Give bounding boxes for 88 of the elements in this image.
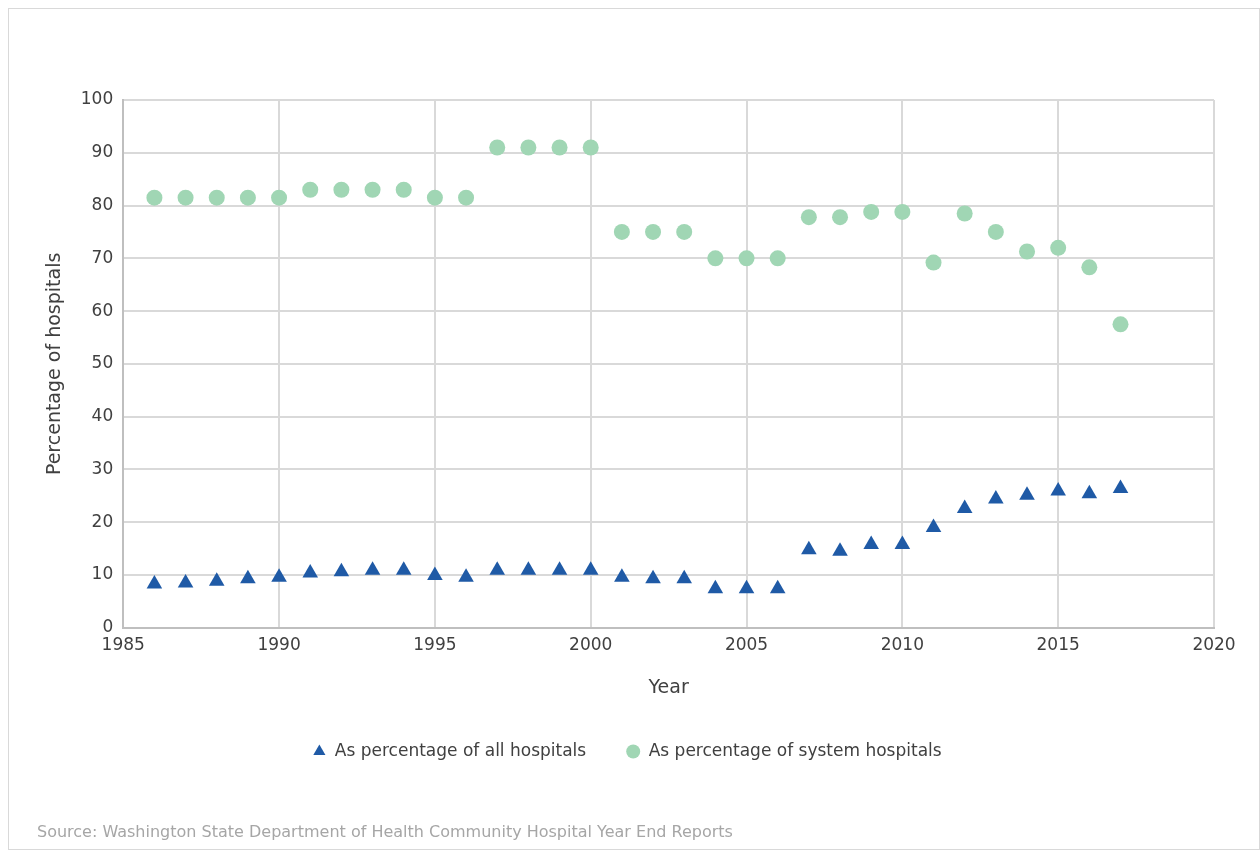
point <box>769 250 786 267</box>
y-tick-label: 50 <box>91 352 114 373</box>
x-tick-label: 1995 <box>413 634 457 655</box>
point <box>426 189 443 206</box>
x-tick-label: 1990 <box>257 634 301 655</box>
point <box>271 189 288 206</box>
point <box>1112 479 1129 493</box>
point <box>925 254 942 271</box>
point <box>863 535 879 549</box>
point <box>302 563 319 578</box>
point <box>769 579 786 594</box>
point <box>551 139 568 156</box>
point <box>489 561 506 575</box>
point <box>800 209 817 226</box>
y-tick-label: 100 <box>80 88 114 109</box>
point <box>832 209 849 226</box>
point <box>333 562 350 577</box>
point <box>956 205 973 222</box>
source-note: Source: Washington State Department of Health Community Hospital Year End Reports <box>37 822 733 841</box>
x-tick-label: 2020 <box>1192 634 1236 655</box>
point <box>333 181 350 198</box>
point <box>676 223 693 240</box>
y-tick-label: 40 <box>91 405 114 426</box>
point <box>894 203 911 220</box>
point <box>395 181 412 198</box>
point <box>520 139 537 156</box>
point <box>1050 482 1066 496</box>
point <box>987 223 1004 240</box>
point <box>614 568 630 582</box>
point <box>707 579 724 594</box>
y-tick-label: 10 <box>91 563 114 584</box>
point <box>707 250 724 267</box>
point <box>458 189 475 206</box>
point <box>239 189 256 206</box>
point <box>364 561 381 575</box>
point <box>738 250 755 267</box>
point <box>1112 316 1129 333</box>
x-tick-label: 1985 <box>101 634 145 655</box>
y-tick-label: 70 <box>91 246 114 267</box>
point <box>925 518 942 533</box>
y-tick-label: 60 <box>91 299 114 320</box>
point <box>582 139 599 156</box>
y-tick-label: 30 <box>91 457 114 478</box>
point <box>208 572 225 586</box>
point <box>146 574 163 589</box>
x-tick-label: 2000 <box>569 634 613 655</box>
point <box>520 561 537 575</box>
point <box>1081 484 1098 499</box>
point <box>832 542 848 556</box>
point <box>894 535 911 549</box>
point <box>364 181 381 198</box>
point <box>551 561 568 575</box>
point <box>582 561 599 575</box>
point <box>177 573 194 588</box>
point <box>1081 259 1098 276</box>
point <box>489 139 506 156</box>
y-axis-title: Percentage of hospitals <box>42 252 65 476</box>
point <box>458 568 474 582</box>
point <box>676 569 692 584</box>
point <box>863 203 880 220</box>
point <box>613 223 630 240</box>
legend-label: As percentage of all hospitals <box>334 739 587 760</box>
point <box>988 490 1004 504</box>
x-tick-label: 2015 <box>1036 634 1080 655</box>
x-tick-label: 2005 <box>724 634 769 655</box>
point <box>395 561 412 575</box>
y-tick-label: 80 <box>91 193 114 214</box>
point <box>302 181 319 198</box>
legend-label: As percentage of system hospitals <box>648 739 942 760</box>
point <box>240 569 256 584</box>
point <box>271 568 287 582</box>
point <box>645 569 661 584</box>
y-tick-label: 90 <box>91 141 114 162</box>
point <box>1019 243 1036 260</box>
point <box>1050 239 1067 256</box>
y-tick-label: 20 <box>91 510 114 531</box>
point <box>738 579 755 594</box>
point <box>801 540 817 555</box>
point <box>427 566 443 581</box>
x-tick-label: 2010 <box>880 634 924 655</box>
point <box>956 499 973 514</box>
point <box>1019 486 1035 500</box>
point <box>208 189 225 206</box>
x-axis-title: Year <box>647 674 689 697</box>
point <box>177 189 194 206</box>
point <box>645 223 662 240</box>
point <box>146 189 163 206</box>
y-tick-label: 0 <box>102 616 114 637</box>
